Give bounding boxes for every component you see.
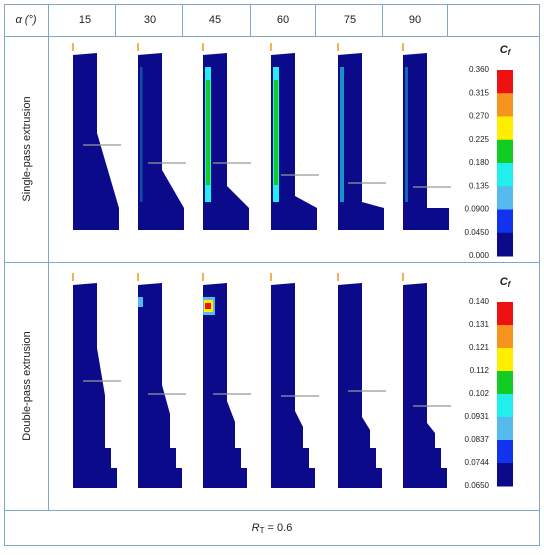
legend-band — [497, 348, 513, 372]
legend-title: Cf — [500, 276, 512, 289]
specimen — [271, 283, 315, 488]
legend-tick: 0.135 — [469, 181, 490, 190]
legend-tick: 0.0450 — [465, 228, 490, 237]
legend-band — [497, 302, 513, 326]
legend-tick: 0.0650 — [465, 481, 490, 490]
legend-band — [497, 209, 513, 234]
specimen — [403, 53, 449, 230]
legend-symbol: C — [500, 276, 509, 288]
contour — [138, 297, 143, 307]
contour — [340, 67, 344, 202]
footer-subscript: T — [260, 526, 265, 535]
legend-tick: 0.000 — [469, 251, 490, 260]
contour — [274, 80, 278, 185]
angle-header: 15 — [79, 14, 91, 26]
legend-tick: 0.112 — [470, 366, 490, 375]
legend-band — [497, 417, 513, 441]
angle-header: 45 — [209, 14, 221, 26]
angle-header: 75 — [344, 14, 356, 26]
specimen — [73, 283, 117, 488]
specimen — [73, 53, 119, 230]
row-label: Single-pass extrusion — [21, 96, 33, 201]
frame — [4, 4, 540, 546]
specimen — [138, 283, 182, 488]
legend-title: Cf — [500, 44, 512, 57]
legend-tick: 0.270 — [469, 112, 490, 121]
angle-label: α (°) — [15, 14, 36, 26]
legend-tick: 0.102 — [469, 389, 490, 398]
legend-band — [497, 440, 513, 464]
contour — [205, 303, 211, 309]
angle-header: 30 — [144, 14, 156, 26]
legend-tick: 0.0931 — [465, 412, 490, 421]
specimen — [338, 283, 382, 488]
contour — [140, 67, 143, 202]
legend-tick: 0.121 — [469, 343, 490, 352]
specimen — [338, 53, 384, 230]
legend-band — [497, 371, 513, 395]
legend-tick: 0.131 — [469, 320, 490, 329]
footer-text: = 0.6 — [265, 522, 293, 534]
specimen — [203, 53, 249, 230]
angle-header: 90 — [409, 14, 421, 26]
specimen — [203, 283, 247, 488]
legend-band — [497, 463, 513, 487]
legend-tick: 0.0744 — [465, 458, 490, 467]
legend-band — [497, 186, 513, 210]
legend-band — [497, 394, 513, 418]
legend-band — [497, 139, 513, 164]
footer-symbol: R — [252, 522, 260, 534]
legend-subscript: f — [508, 280, 512, 289]
legend-band — [497, 325, 513, 349]
contour — [206, 80, 210, 185]
legend-tick: 0.315 — [469, 88, 490, 97]
angle-header: 60 — [277, 14, 289, 26]
legend-tick: 0.225 — [469, 135, 490, 144]
contour — [405, 67, 408, 202]
row-label: Double-pass extrusion — [21, 331, 33, 440]
legend-band — [497, 163, 513, 187]
legend-band — [497, 93, 513, 117]
legend-symbol: C — [500, 44, 509, 56]
specimen — [403, 283, 447, 488]
legend-tick: 0.0837 — [465, 435, 490, 444]
specimen — [138, 53, 184, 230]
legend-band — [497, 232, 513, 257]
legend-band — [497, 70, 513, 94]
footer: RT = 0.6 — [252, 522, 293, 535]
legend-tick: 0.360 — [469, 65, 490, 74]
legend-tick: 0.0900 — [465, 205, 490, 214]
legend-band — [497, 116, 513, 141]
specimen — [271, 53, 317, 230]
legend-tick: 0.180 — [469, 158, 490, 167]
legend-subscript: f — [508, 48, 512, 57]
legend-tick: 0.140 — [469, 297, 490, 306]
